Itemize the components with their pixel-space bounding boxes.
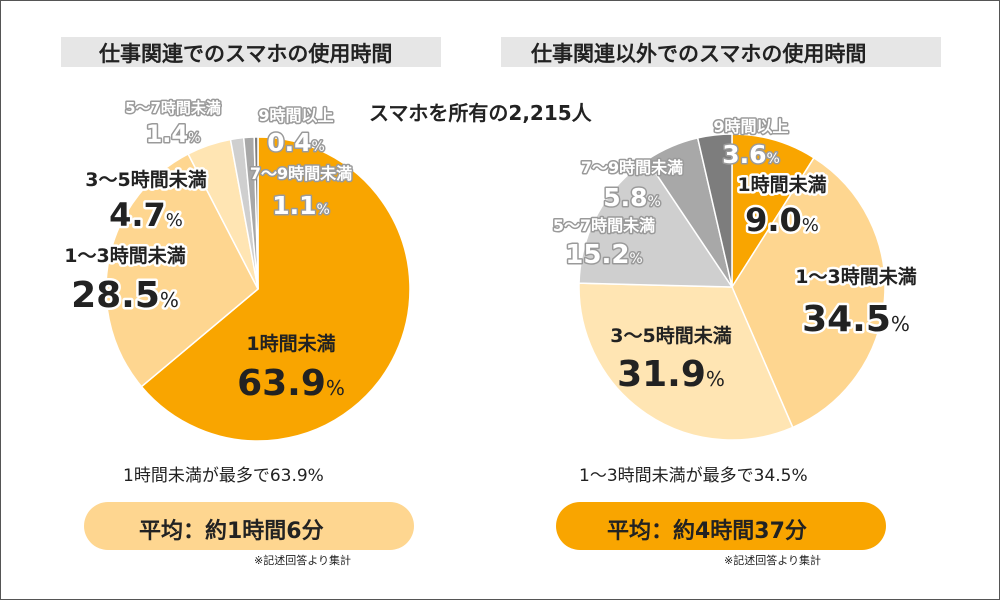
pie-1-label-5: 7～9時間未満 bbox=[250, 164, 352, 183]
pie-1-slice-1 bbox=[140, 136, 411, 442]
pie-1-label-3: 3～5時間未満 bbox=[85, 168, 206, 191]
pie-1-slice-6 bbox=[253, 136, 259, 290]
pie-1-value-3: 4.7% bbox=[109, 196, 183, 234]
right-footnote: ※記述回答より集計 bbox=[724, 554, 821, 567]
pie-2-label-3: 3～5時間未満 bbox=[610, 324, 731, 347]
pie-2-value-2: 34.5% bbox=[802, 299, 910, 340]
left-average-pill bbox=[84, 502, 414, 550]
pie-2-slice-1 bbox=[731, 133, 816, 290]
left-footnote: ※記述回答より集計 bbox=[254, 554, 351, 567]
right-title-bar bbox=[501, 37, 941, 67]
pie-2-label-2: 1～3時間未満 bbox=[795, 265, 916, 288]
pie-2-label-5: 7～9時間未満 bbox=[581, 158, 683, 177]
pie-1-label-4: 5～7時間未満 bbox=[125, 99, 221, 117]
right-chart-title: 仕事関連以外でのスマホの使用時間 bbox=[531, 42, 867, 66]
left-average-label: 平均：約1時間6分 bbox=[139, 519, 324, 544]
right-average-pill bbox=[556, 502, 886, 550]
pie-1-slice-2 bbox=[105, 152, 259, 388]
left-chart-title: 仕事関連でのスマホの使用時間 bbox=[99, 42, 393, 66]
pie-2-slice-2 bbox=[731, 156, 886, 429]
pie-1-label-2: 1～3時間未満 bbox=[64, 244, 185, 267]
left-summary: 1時間未満が最多で63.9% bbox=[123, 466, 324, 486]
pie-2-label-4: 5～7時間未満 bbox=[553, 216, 655, 235]
pie-1-value-5: 1.1% bbox=[272, 191, 330, 220]
pie-1-label-1: 1時間未満 bbox=[246, 332, 335, 355]
right-summary: 1～3時間未満が最多で34.5% bbox=[579, 466, 808, 486]
pie-2-slice-4 bbox=[578, 158, 734, 288]
pie-1-label-6: 9時間以上 bbox=[258, 106, 333, 125]
left-title-bar bbox=[61, 37, 441, 67]
right-average-label: 平均：約4時間37分 bbox=[607, 519, 807, 544]
pie-2-label-6: 9時間以上 bbox=[713, 117, 788, 136]
pie-2-label-1: 1時間未満 bbox=[737, 173, 826, 196]
pie-2-slice-6 bbox=[696, 133, 733, 288]
pie-2-slice-3 bbox=[578, 282, 794, 441]
pie-1-value-6: 0.4% bbox=[267, 128, 325, 157]
pie-1-value-4: 1.4% bbox=[146, 120, 201, 148]
respondents-subtitle: スマホを所有の2,215人 bbox=[369, 101, 592, 125]
pie-2-value-5: 5.8% bbox=[603, 183, 661, 212]
